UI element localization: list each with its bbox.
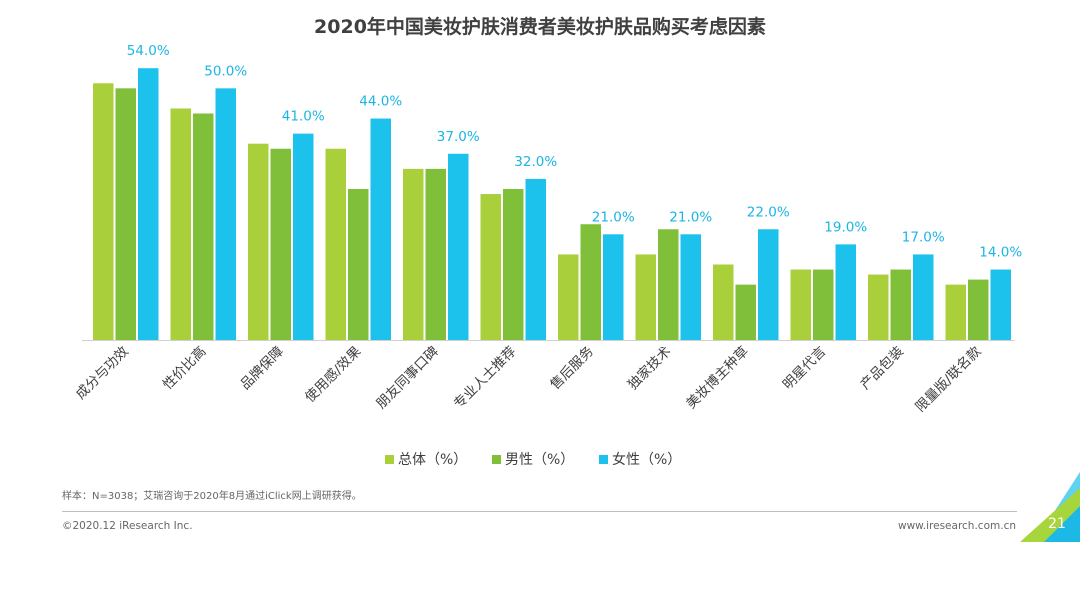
data-label-3: 41.0% xyxy=(282,109,325,125)
bar-3-7 xyxy=(603,234,624,340)
bar-1-10 xyxy=(790,269,811,340)
bar-3-4 xyxy=(370,118,391,341)
bar-3-3 xyxy=(293,133,314,340)
legend: 总体（%） 男性（%） 女性（%） xyxy=(385,451,681,468)
bar-2-5 xyxy=(425,168,446,340)
legend-swatch-3 xyxy=(599,455,608,464)
category-label-9: 美妆博主种草 xyxy=(683,343,752,412)
footer-divider xyxy=(62,511,1017,512)
legend-label-2: 男性（%） xyxy=(505,452,574,468)
bar-2-2 xyxy=(193,113,214,340)
bar-1-1 xyxy=(93,83,114,341)
category-label-1: 成分与功效 xyxy=(73,343,132,402)
bar-2-7 xyxy=(580,224,601,340)
data-label-2: 50.0% xyxy=(204,63,247,79)
bar-2-9 xyxy=(735,284,756,340)
corner-decoration xyxy=(1020,472,1080,542)
bar-3-2 xyxy=(215,88,236,340)
bar-2-3 xyxy=(270,148,291,340)
bar-1-6 xyxy=(480,194,501,340)
bar-1-5 xyxy=(403,168,424,340)
bar-2-10 xyxy=(813,269,834,340)
category-label-10: 明星代言 xyxy=(780,344,829,393)
bar-1-11 xyxy=(868,274,889,340)
bar-3-10 xyxy=(835,244,856,340)
data-label-1: 54.0% xyxy=(127,43,170,59)
website-link: www.iresearch.com.cn xyxy=(897,520,1016,532)
legend-swatch-1 xyxy=(385,455,394,464)
bar-2-1 xyxy=(115,88,136,340)
bar-2-8 xyxy=(658,229,679,340)
data-label-10: 19.0% xyxy=(824,219,867,235)
category-label-11: 产品包装 xyxy=(857,344,906,393)
bar-3-6 xyxy=(525,178,546,340)
page-number: 21 xyxy=(1048,516,1066,532)
data-label-8: 21.0% xyxy=(669,209,712,225)
bar-2-11 xyxy=(890,269,911,340)
bar-1-4 xyxy=(325,148,346,340)
copyright: ©2020.12 iResearch Inc. xyxy=(62,520,193,532)
bar-3-9 xyxy=(758,229,779,340)
bar-1-8 xyxy=(635,254,656,340)
bar-1-12 xyxy=(945,284,966,340)
bar-3-1 xyxy=(138,68,159,340)
bar-1-7 xyxy=(558,254,579,340)
category-label-4: 使用感/效果 xyxy=(301,342,364,405)
bar-3-11 xyxy=(913,254,934,340)
category-label-2: 性价比高 xyxy=(159,343,209,393)
data-label-12: 14.0% xyxy=(979,245,1022,261)
category-label-12: 限量版/联名款 xyxy=(913,343,985,415)
category-label-5: 朋友同事口碑 xyxy=(373,344,442,413)
bar-3-12 xyxy=(990,269,1011,340)
bar-1-3 xyxy=(248,143,269,340)
chart-title: 2020年中国美妆护肤消费者美妆护肤品购买考虑因素 xyxy=(314,16,766,38)
data-label-11: 17.0% xyxy=(902,229,945,245)
data-label-5: 37.0% xyxy=(437,129,480,145)
bar-2-12 xyxy=(968,279,989,340)
category-label-8: 独家技术 xyxy=(624,343,674,393)
legend-label-3: 女性（%） xyxy=(612,451,681,468)
legend-label-1: 总体（%） xyxy=(398,452,467,468)
category-label-6: 专业人士推荐 xyxy=(451,344,520,413)
source-note: 样本：N=3038；艾瑞咨询于2020年8月通过iClick网上调研获得。 xyxy=(62,491,362,502)
bar-1-2 xyxy=(170,108,191,340)
bar-1-9 xyxy=(713,264,734,340)
data-label-4: 44.0% xyxy=(359,94,402,110)
data-label-7: 21.0% xyxy=(592,209,635,225)
bar-2-6 xyxy=(503,189,524,340)
category-label-7: 售后服务 xyxy=(547,344,596,393)
bar-2-4 xyxy=(348,189,369,340)
bar-3-5 xyxy=(448,153,469,340)
legend-swatch-2 xyxy=(492,455,501,464)
data-label-9: 22.0% xyxy=(747,204,790,220)
bar-3-8 xyxy=(680,234,701,340)
category-label-3: 品牌保障 xyxy=(237,343,287,393)
data-label-6: 32.0% xyxy=(514,154,557,170)
